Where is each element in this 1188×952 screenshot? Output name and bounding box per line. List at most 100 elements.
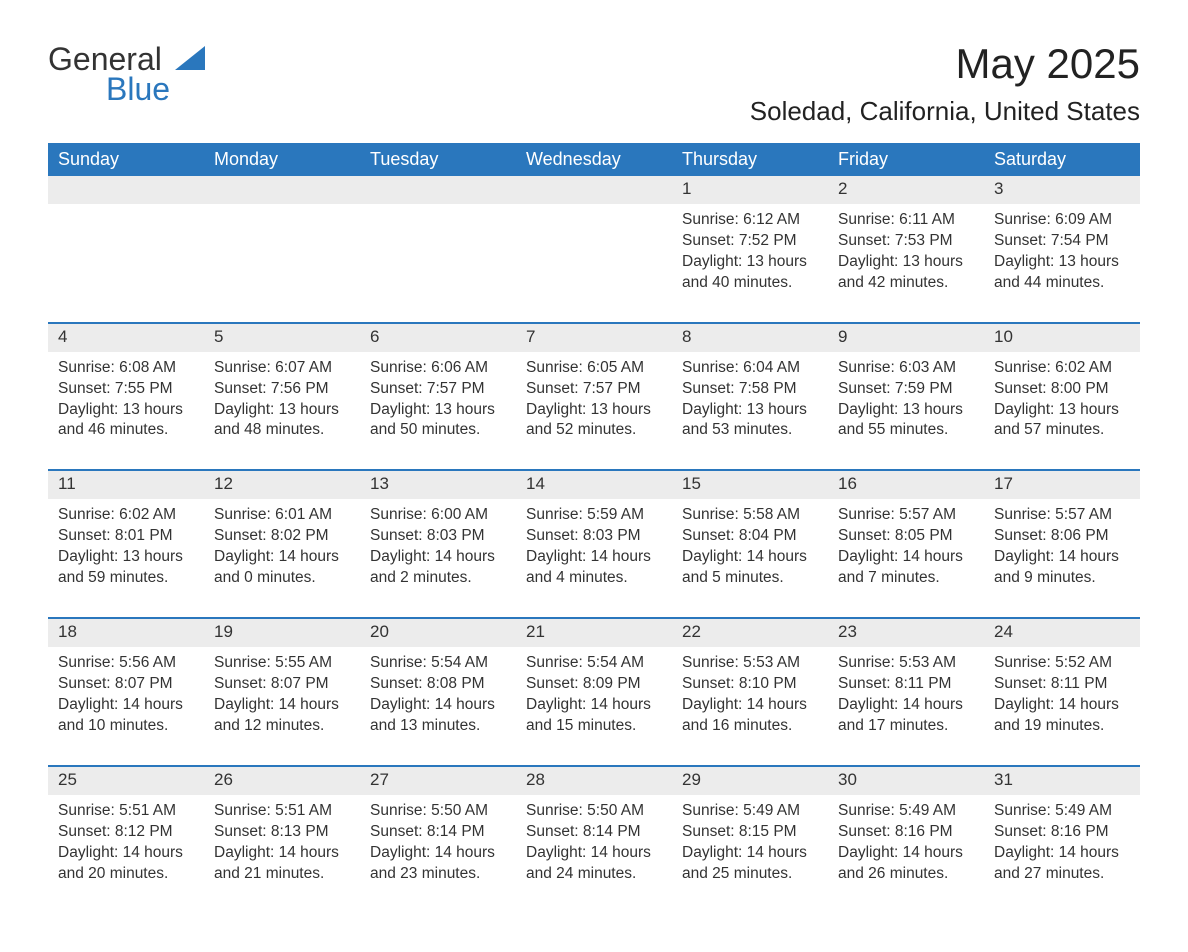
day-number-cell: 28 bbox=[516, 766, 672, 795]
daylight-line: Daylight: 13 hours and 46 minutes. bbox=[58, 401, 183, 439]
day-detail-cell: Sunrise: 6:00 AMSunset: 8:03 PMDaylight:… bbox=[360, 499, 516, 618]
sunrise-line: Sunrise: 6:00 AM bbox=[370, 506, 488, 523]
sunrise-line: Sunrise: 5:49 AM bbox=[682, 802, 800, 819]
day-number-cell: 15 bbox=[672, 470, 828, 499]
day-number-cell: 7 bbox=[516, 323, 672, 352]
daylight-line: Daylight: 14 hours and 15 minutes. bbox=[526, 696, 651, 734]
day-number-cell bbox=[360, 176, 516, 204]
day-detail-cell: Sunrise: 5:54 AM Sunset: 8:08 PM Daylight:… bbox=[360, 647, 516, 766]
day-detail-cell: Sunrise: 6:06 AMSunset: 7:57 PMDaylight:… bbox=[360, 352, 516, 471]
location: Soledad, California, United States bbox=[750, 96, 1140, 127]
sunset-line: Sunset: 8:09 PM bbox=[526, 675, 641, 692]
daylight-line: Daylight: 14 hours and 24 minutes. bbox=[526, 844, 651, 882]
sunrise-line: Sunrise: 6:09 AM bbox=[994, 211, 1112, 228]
day-detail-cell: Sunrise: 5:50 AMSunset: 8:14 PMDaylight:… bbox=[360, 795, 516, 913]
sunset-line: Sunset: 8:14 PM bbox=[370, 823, 485, 840]
sunset-line: Sunset: 8:11 PM bbox=[994, 675, 1107, 692]
sunrise-line: Sunrise: 6:04 AM bbox=[682, 359, 800, 376]
day-number-cell: 30 bbox=[828, 766, 984, 795]
day-detail-cell: Sunrise: 5:53 AMSunset: 8:11 PMDaylight:… bbox=[828, 647, 984, 766]
daylight-line: Daylight: 14 hours and 20 minutes. bbox=[58, 844, 183, 882]
sunset-line: Sunset: 8:14 PM bbox=[526, 823, 641, 840]
week-daynum-row: 45678910 bbox=[48, 323, 1140, 352]
day-number-cell: 9 bbox=[828, 323, 984, 352]
day-detail-cell: Sunrise: 6:03 AMSunset: 7:59 PMDaylight:… bbox=[828, 352, 984, 471]
daylight-line: Daylight: 13 hours and 55 minutes. bbox=[838, 401, 963, 439]
sunrise-line: Sunrise: 6:08 AM bbox=[58, 359, 176, 376]
sunrise-line: Sunrise: 6:11 AM bbox=[838, 211, 955, 228]
sunrise-line: Sunrise: 5:53 AM bbox=[682, 654, 800, 671]
sunset-line: Sunset: 8:05 PM bbox=[838, 527, 953, 544]
sunrise-line: Sunrise: 5:51 AM bbox=[58, 802, 176, 819]
day-number-cell: 6 bbox=[360, 323, 516, 352]
sunset-line: Sunset: 7:52 PM bbox=[682, 232, 797, 249]
day-detail-cell: Sunrise: 5:53 AMSunset: 8:10 PMDaylight:… bbox=[672, 647, 828, 766]
daylight-line: Daylight: 14 hours and 10 minutes. bbox=[58, 696, 183, 734]
sunrise-line: Sunrise: 6:03 AM bbox=[838, 359, 956, 376]
day-number-cell: 12 bbox=[204, 470, 360, 499]
day-number-cell: 25 bbox=[48, 766, 204, 795]
daylight-line: Daylight: 14 hours and 4 minutes. bbox=[526, 548, 651, 586]
day-number-cell: 2 bbox=[828, 176, 984, 204]
sunset-line: Sunset: 8:16 PM bbox=[838, 823, 953, 840]
day-detail-cell: Sunrise: 6:02 AMSunset: 8:01 PMDaylight:… bbox=[48, 499, 204, 618]
sunrise-line: Sunrise: 5:51 AM bbox=[214, 802, 332, 819]
day-detail-cell: Sunrise: 5:57 AM Sunset: 8:05 PM Daylight:… bbox=[828, 499, 984, 618]
sunset-line: Sunset: 8:07 PM bbox=[214, 675, 329, 692]
daylight-line: Daylight: 14 hours and 25 minutes. bbox=[682, 844, 807, 882]
week-daynum-row: 25262728293031 bbox=[48, 766, 1140, 795]
daylight-line: Daylight: 13 hours and 53 minutes. bbox=[682, 401, 807, 439]
day-detail-cell: Sunrise: 5:49 AMSunset: 8:16 PMDaylight:… bbox=[984, 795, 1140, 913]
day-number-cell: 24 bbox=[984, 618, 1140, 647]
sunset-line: Sunset: 8:07 PM bbox=[58, 675, 173, 692]
day-detail-cell: Sunrise: 6:07 AMSunset: 7:56 PMDaylight:… bbox=[204, 352, 360, 471]
sunset-line: Sunset: 8:06 PM bbox=[994, 527, 1109, 544]
sunrise-line: Sunrise: 5:57 AM bbox=[838, 506, 956, 523]
day-detail-cell: Sunrise: 5:57 AMSunset: 8:06 PMDaylight:… bbox=[984, 499, 1140, 618]
day-detail-cell: Sunrise: 5:51 AMSunset: 8:13 PMDaylight:… bbox=[204, 795, 360, 913]
day-detail-cell: Sunrise: 5:49 AMSunset: 8:16 PMDaylight:… bbox=[828, 795, 984, 913]
sunset-line: Sunset: 8:03 PM bbox=[526, 527, 641, 544]
sunrise-line: Sunrise: 5:53 AM bbox=[838, 654, 956, 671]
sunset-line: Sunset: 8:02 PM bbox=[214, 527, 329, 544]
day-number-cell: 26 bbox=[204, 766, 360, 795]
day-detail-cell: Sunrise: 6:04 AMSunset: 7:58 PMDaylight:… bbox=[672, 352, 828, 471]
week-daynum-row: 11121314151617 bbox=[48, 470, 1140, 499]
weekday-header: Wednesday bbox=[516, 143, 672, 176]
sunset-line: Sunset: 8:00 PM bbox=[994, 380, 1109, 397]
daylight-line: Daylight: 13 hours and 42 minutes. bbox=[838, 253, 963, 291]
sunrise-line: Sunrise: 5:54 AM bbox=[526, 654, 644, 671]
sunrise-line: Sunrise: 5:58 AM bbox=[682, 506, 800, 523]
sunset-line: Sunset: 8:10 PM bbox=[682, 675, 797, 692]
daylight-line: Daylight: 13 hours and 40 minutes. bbox=[682, 253, 807, 291]
brand-text: General Blue bbox=[48, 40, 205, 106]
sunset-line: Sunset: 7:53 PM bbox=[838, 232, 953, 249]
brand-logo: General Blue bbox=[48, 40, 205, 106]
title-block: May 2025 Soledad, California, United Sta… bbox=[750, 40, 1140, 127]
sunrise-line: Sunrise: 5:50 AM bbox=[526, 802, 644, 819]
daylight-line: Daylight: 13 hours and 48 minutes. bbox=[214, 401, 339, 439]
sunrise-line: Sunrise: 5:54 AM bbox=[370, 654, 488, 671]
sunset-line: Sunset: 8:12 PM bbox=[58, 823, 173, 840]
daylight-line: Daylight: 13 hours and 50 minutes. bbox=[370, 401, 495, 439]
day-number-cell bbox=[204, 176, 360, 204]
day-number-cell: 1 bbox=[672, 176, 828, 204]
sunset-line: Sunset: 8:08 PM bbox=[370, 675, 485, 692]
day-number-cell: 20 bbox=[360, 618, 516, 647]
sunrise-line: Sunrise: 5:59 AM bbox=[526, 506, 644, 523]
daylight-line: Daylight: 14 hours and 7 minutes. bbox=[838, 548, 963, 586]
day-detail-cell bbox=[48, 204, 204, 323]
day-detail-cell: Sunrise: 6:12 AMSunset: 7:52 PMDaylight:… bbox=[672, 204, 828, 323]
day-number-cell: 4 bbox=[48, 323, 204, 352]
sunrise-line: Sunrise: 5:56 AM bbox=[58, 654, 176, 671]
sunset-line: Sunset: 7:55 PM bbox=[58, 380, 173, 397]
sunrise-line: Sunrise: 5:55 AM bbox=[214, 654, 332, 671]
daylight-line: Daylight: 14 hours and 5 minutes. bbox=[682, 548, 807, 586]
header: General Blue May 2025 Soledad, Californi… bbox=[48, 40, 1140, 127]
week-detail-row: Sunrise: 6:12 AMSunset: 7:52 PMDaylight:… bbox=[48, 204, 1140, 323]
day-number-cell: 16 bbox=[828, 470, 984, 499]
day-number-cell: 22 bbox=[672, 618, 828, 647]
daylight-line: Daylight: 14 hours and 13 minutes. bbox=[370, 696, 495, 734]
day-detail-cell: Sunrise: 6:05 AMSunset: 7:57 PMDaylight:… bbox=[516, 352, 672, 471]
day-detail-cell: Sunrise: 6:09 AMSunset: 7:54 PMDaylight:… bbox=[984, 204, 1140, 323]
